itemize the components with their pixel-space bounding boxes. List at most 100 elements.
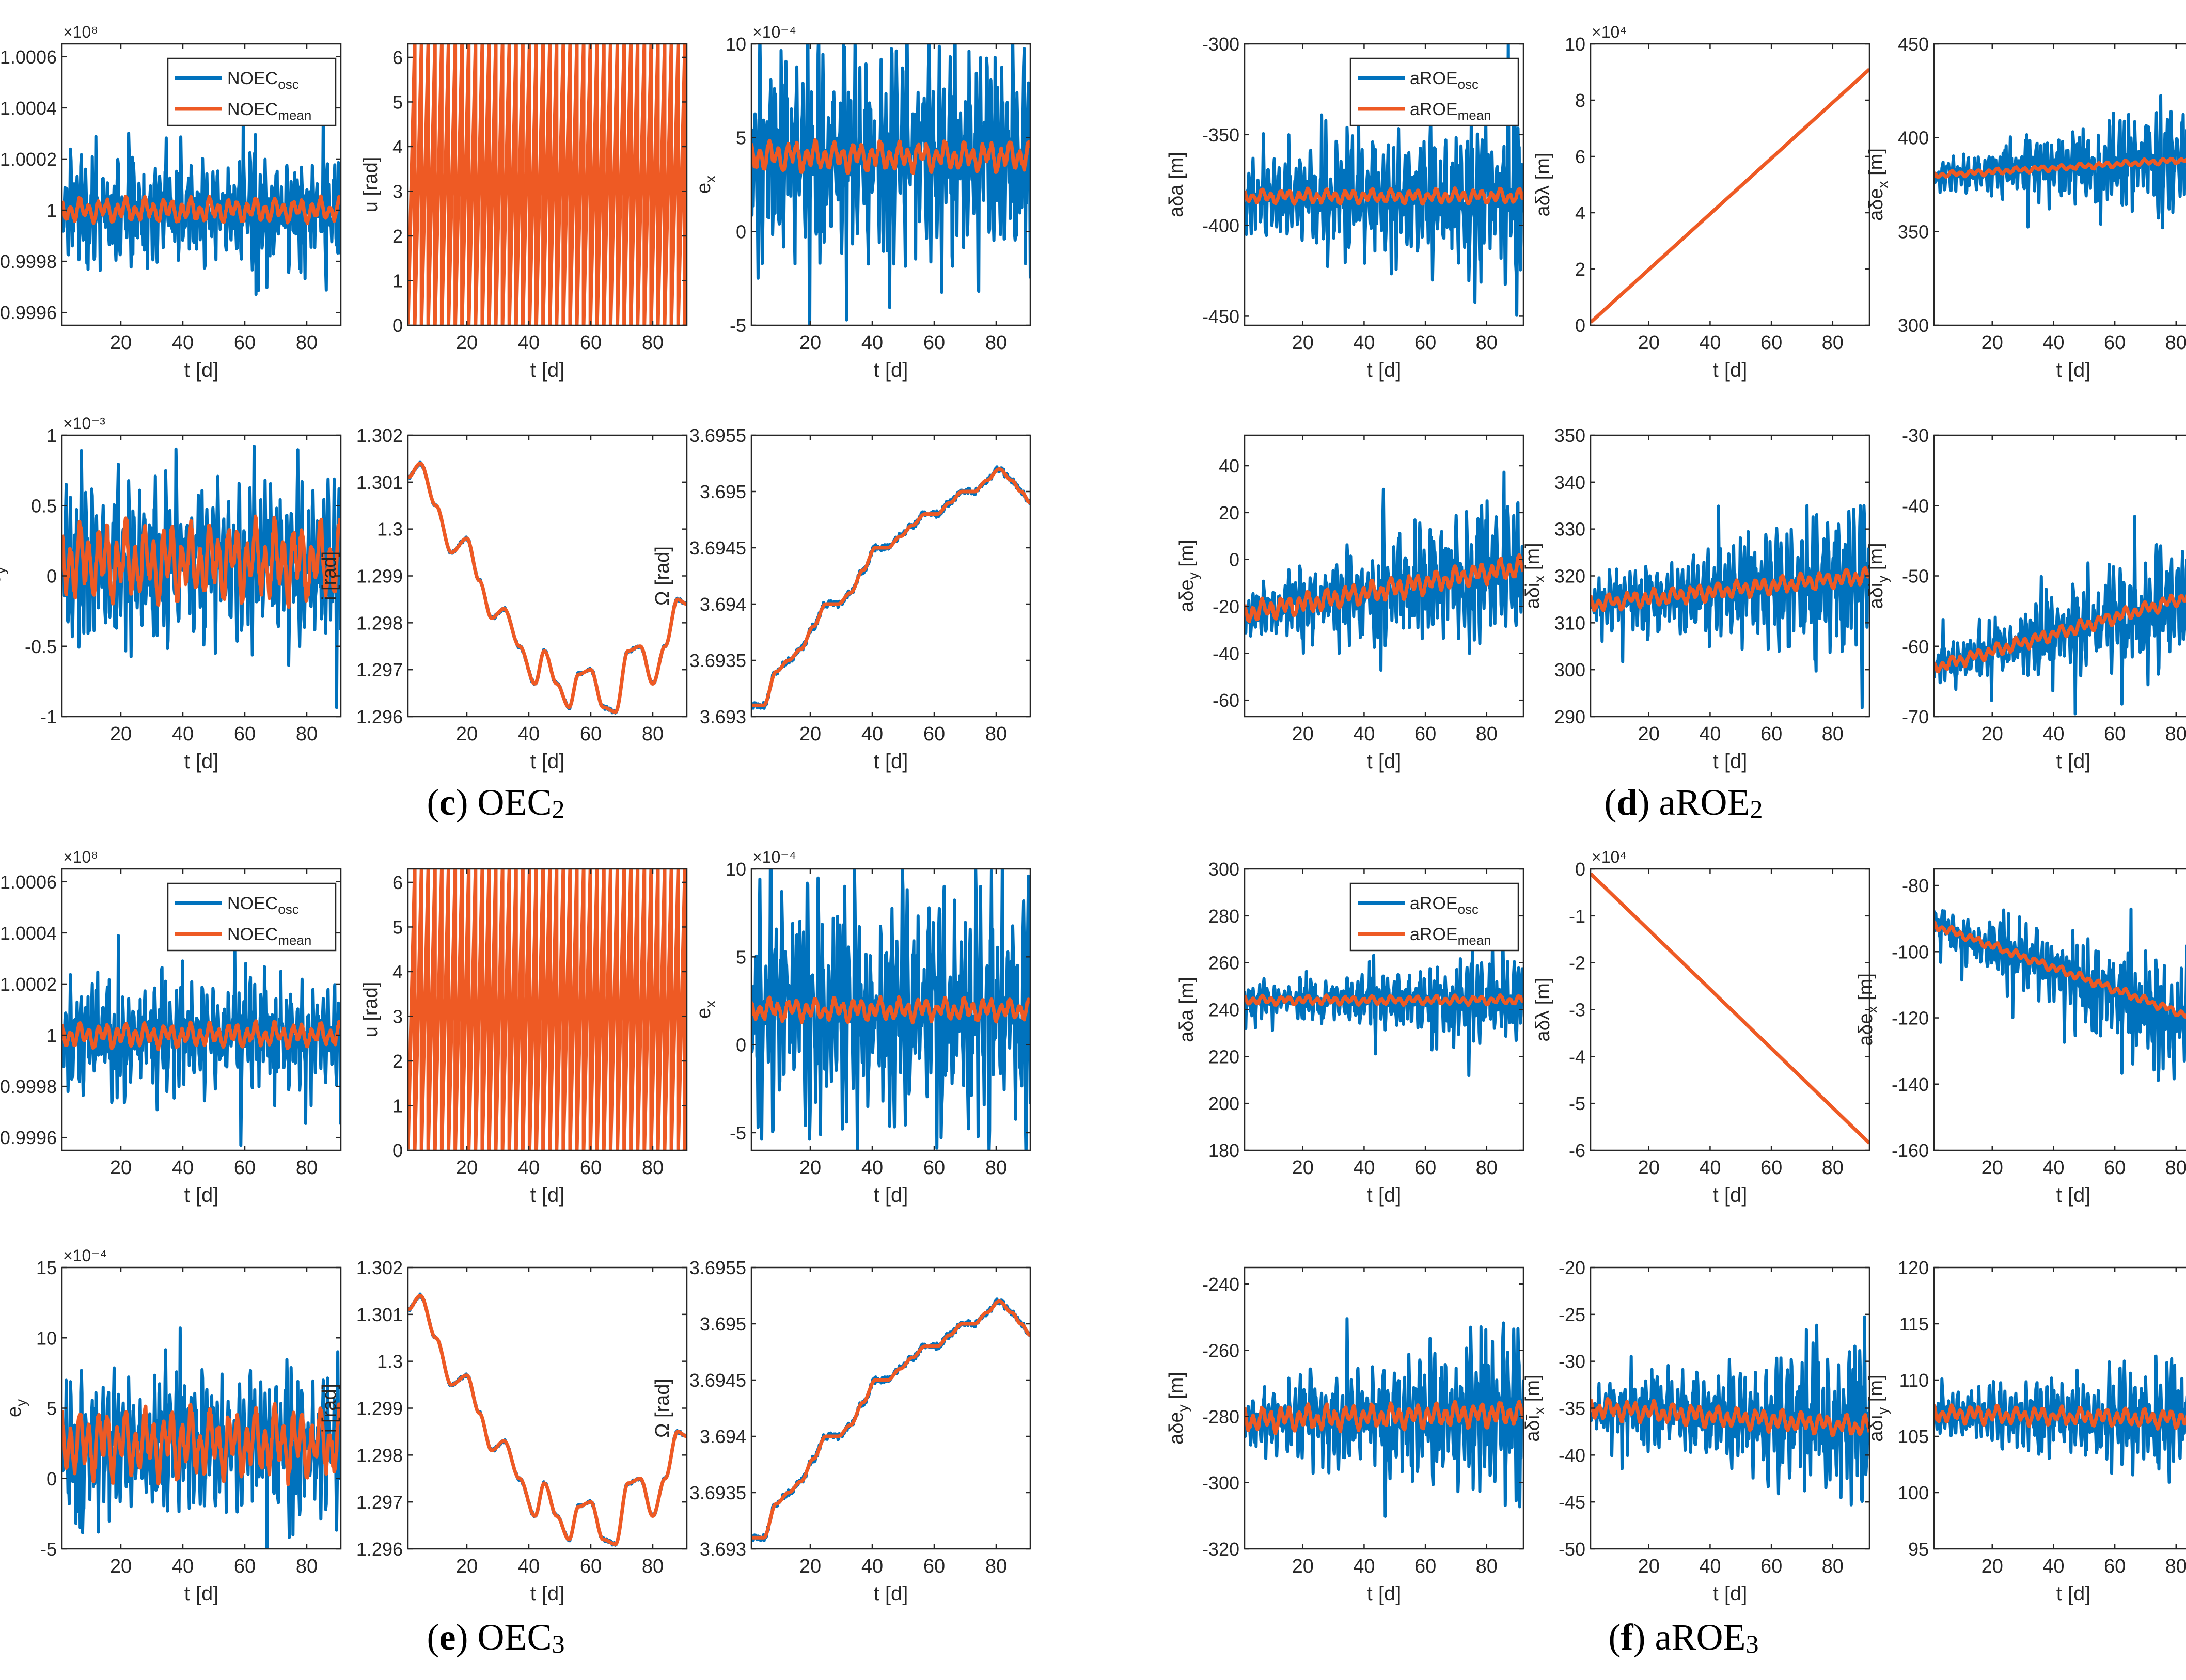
y-tick-label: 10 bbox=[1565, 34, 1585, 55]
y-tick-label: 1 bbox=[46, 1025, 57, 1046]
y-tick-label: 1.299 bbox=[356, 566, 403, 587]
y-axis-label: Ω [rad] bbox=[652, 546, 673, 606]
series-line-osc bbox=[751, 44, 1030, 325]
plot-area bbox=[408, 435, 687, 717]
panel-captions: (c) OEC2 (d) aROE2 (e) OEC3 (f) aROE3 bbox=[427, 782, 1763, 1658]
y-tick-label: 3.693 bbox=[700, 1539, 746, 1560]
axis-exponent: ×10⁻⁴ bbox=[63, 1246, 107, 1265]
y-tick-label: 3.693 bbox=[700, 706, 746, 727]
x-tick-label: 80 bbox=[1476, 1556, 1498, 1577]
legend-label-mean: NOECmean bbox=[227, 100, 311, 123]
y-axis-label: aδix [m] bbox=[1522, 543, 1547, 609]
x-tick-label: 80 bbox=[642, 1157, 664, 1179]
series-line-mean bbox=[408, 869, 687, 1150]
y-tick-label: -30 bbox=[1559, 1351, 1585, 1372]
axes-box bbox=[61, 43, 342, 326]
x-tick-label: 60 bbox=[2104, 1556, 2126, 1577]
y-tick-label: 3.694 bbox=[700, 594, 746, 615]
y-axis-label: ey bbox=[4, 1399, 29, 1417]
series-line-mean bbox=[408, 1294, 687, 1546]
series-line-mean bbox=[1245, 1400, 1523, 1435]
series-line-mean bbox=[1245, 186, 1523, 206]
x-axis-label: t [d] bbox=[1713, 1184, 1748, 1207]
axes-box bbox=[61, 868, 342, 1151]
x-tick-label: 80 bbox=[296, 1157, 318, 1179]
x-tick-label: 60 bbox=[1414, 723, 1436, 745]
y-tick-label: 1.0004 bbox=[0, 98, 57, 119]
x-axis-label: t [d] bbox=[184, 359, 219, 382]
y-tick-label: 0.9996 bbox=[0, 302, 57, 323]
x-tick-label: 20 bbox=[456, 1157, 478, 1179]
x-tick-label: 20 bbox=[456, 332, 478, 354]
y-tick-label: 260 bbox=[1208, 953, 1239, 974]
series-line-mean bbox=[1934, 920, 2186, 1019]
y-tick-label: -260 bbox=[1202, 1340, 1239, 1361]
x-tick-label: 40 bbox=[518, 1556, 540, 1577]
y-tick-label: 2 bbox=[1575, 259, 1585, 280]
y-tick-label: 8 bbox=[1575, 90, 1585, 111]
subplot-d3: 20 40 60 80 300 350 400 450 t [d] aδex [m] bbox=[1865, 34, 2186, 382]
y-tick-label: 0 bbox=[392, 315, 403, 336]
x-tick-label: 40 bbox=[2042, 332, 2064, 354]
x-tick-label: 20 bbox=[1981, 1556, 2003, 1577]
plot-area bbox=[408, 1267, 687, 1549]
x-axis-label: t [d] bbox=[874, 1184, 908, 1207]
subplot-f6: 20 40 60 80 95 100 105 110 115 120 t [d] aδīy [m] bbox=[1865, 1257, 2186, 1605]
y-tick-label: 0 bbox=[392, 1140, 403, 1161]
x-tick-label: 20 bbox=[1292, 723, 1314, 745]
y-tick-label: -5 bbox=[730, 315, 746, 336]
x-tick-label: 60 bbox=[2104, 723, 2126, 745]
x-tick-label: 20 bbox=[1638, 723, 1660, 745]
axes-box bbox=[750, 868, 1031, 1151]
x-tick-label: 40 bbox=[861, 723, 883, 745]
y-tick-label: 300 bbox=[1898, 315, 1929, 336]
y-tick-label: 20 bbox=[1219, 502, 1239, 524]
series-line-mean bbox=[62, 514, 341, 609]
series-line-mean bbox=[751, 138, 1030, 175]
x-tick-label: 20 bbox=[1292, 1556, 1314, 1577]
y-tick-label: 0.5 bbox=[31, 495, 57, 516]
y-tick-label: -80 bbox=[1902, 875, 1929, 896]
y-tick-label: 0 bbox=[46, 566, 57, 587]
subplot-c6: 20 40 60 80 3.693 3.6935 3.694 3.6945 3.695 3.695… bbox=[652, 425, 1031, 773]
axes-box bbox=[750, 1266, 1031, 1550]
axes-box bbox=[750, 434, 1031, 718]
y-tick-label: 1 bbox=[46, 200, 57, 221]
y-tick-label: 3.6945 bbox=[689, 1370, 746, 1391]
x-tick-label: 60 bbox=[234, 723, 256, 745]
axes-box bbox=[407, 43, 688, 326]
x-axis-label: t [d] bbox=[1367, 1582, 1402, 1605]
caption-f: (f) aROE3 bbox=[1609, 1616, 1759, 1658]
axes-box bbox=[1244, 1266, 1524, 1550]
series-line-mean bbox=[1591, 872, 1869, 1145]
y-tick-label: -5 bbox=[1569, 1093, 1585, 1114]
x-axis-label: t [d] bbox=[530, 1184, 565, 1207]
y-tick-label: -35 bbox=[1559, 1398, 1585, 1419]
x-tick-label: 60 bbox=[1760, 1556, 1782, 1577]
y-tick-label: 3 bbox=[392, 181, 403, 202]
axis-exponent: ×10⁴ bbox=[1592, 23, 1627, 41]
y-tick-label: 6 bbox=[392, 47, 403, 68]
y-tick-label: 1.0002 bbox=[0, 974, 57, 995]
series-line-mean bbox=[408, 44, 687, 325]
x-tick-label: 80 bbox=[2165, 1157, 2186, 1179]
series-line-mean bbox=[1934, 156, 2186, 179]
y-tick-label: 300 bbox=[1208, 859, 1239, 880]
x-tick-label: 80 bbox=[2165, 332, 2186, 354]
x-tick-label: 60 bbox=[1414, 332, 1436, 354]
series-line-mean bbox=[62, 1019, 341, 1052]
x-axis-label: t [d] bbox=[1713, 750, 1748, 773]
y-tick-label: -4 bbox=[1569, 1046, 1585, 1067]
x-tick-label: 40 bbox=[861, 1157, 883, 1179]
y-tick-label: 5 bbox=[736, 128, 746, 149]
y-tick-label: 1.0006 bbox=[0, 46, 57, 68]
x-tick-label: 60 bbox=[580, 1556, 602, 1577]
y-tick-label: -300 bbox=[1202, 1472, 1239, 1494]
y-tick-label: 0 bbox=[1575, 859, 1585, 880]
x-tick-label: 60 bbox=[234, 332, 256, 354]
x-tick-label: 60 bbox=[1414, 1157, 1436, 1179]
y-tick-label: 10 bbox=[726, 859, 746, 880]
x-tick-label: 40 bbox=[172, 723, 194, 745]
y-tick-label: 1.296 bbox=[356, 1539, 403, 1560]
